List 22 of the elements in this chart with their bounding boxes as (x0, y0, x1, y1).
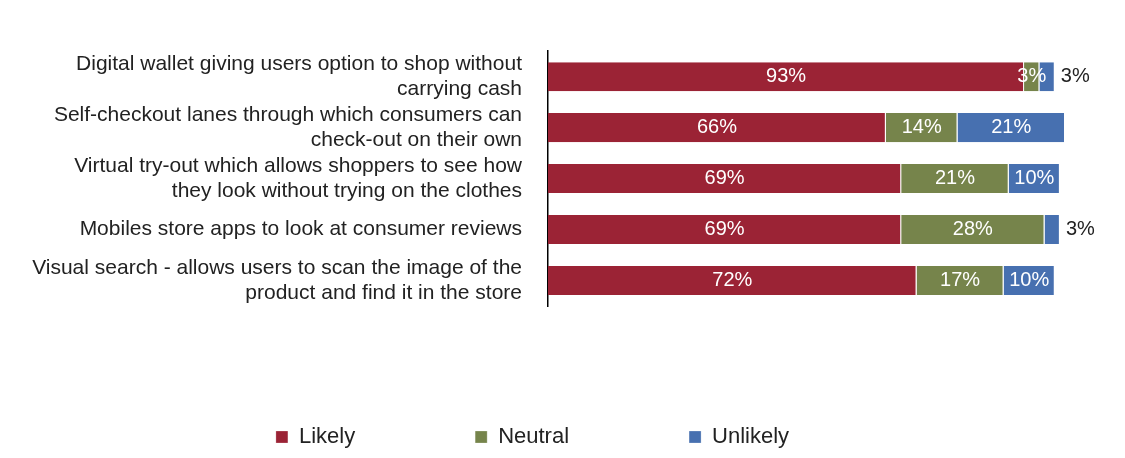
y-tick-label: Visual search - allows users to scan the image of the product and find it in the store (32, 254, 522, 303)
data-label: 21% (991, 115, 1032, 138)
y-tick-label: Digital wallet giving users option to shop without carrying cash (76, 50, 523, 100)
data-label: 66% (696, 115, 738, 138)
data-label: 69% (704, 166, 745, 189)
data-label: 69% (704, 217, 745, 240)
y-tick-label: Virtual try-out which allows shoppers to see how they look without trying on the clothes (74, 152, 523, 201)
data-label: 21% (934, 166, 976, 189)
data-label: 3% (1060, 64, 1090, 87)
data-label: 28% (952, 217, 994, 240)
data-label: 93% (766, 64, 807, 87)
data-label: 10% (1014, 166, 1055, 189)
data-label: 72% (712, 268, 753, 291)
data-label: 14% (901, 115, 942, 138)
legend-label: Neutral (498, 423, 570, 449)
data-label: 3% (1065, 217, 1095, 240)
legend-label: Likely (298, 423, 356, 449)
data-label: 10% (1009, 268, 1050, 291)
y-tick-label: Self-checkout lanes through which consumers can check-out on their own (53, 101, 522, 151)
y-tick-label: Mobiles store apps to look at consumer reviews (79, 216, 522, 240)
data-label: 17% (940, 268, 981, 291)
legend-label: Unlikely (712, 423, 790, 449)
